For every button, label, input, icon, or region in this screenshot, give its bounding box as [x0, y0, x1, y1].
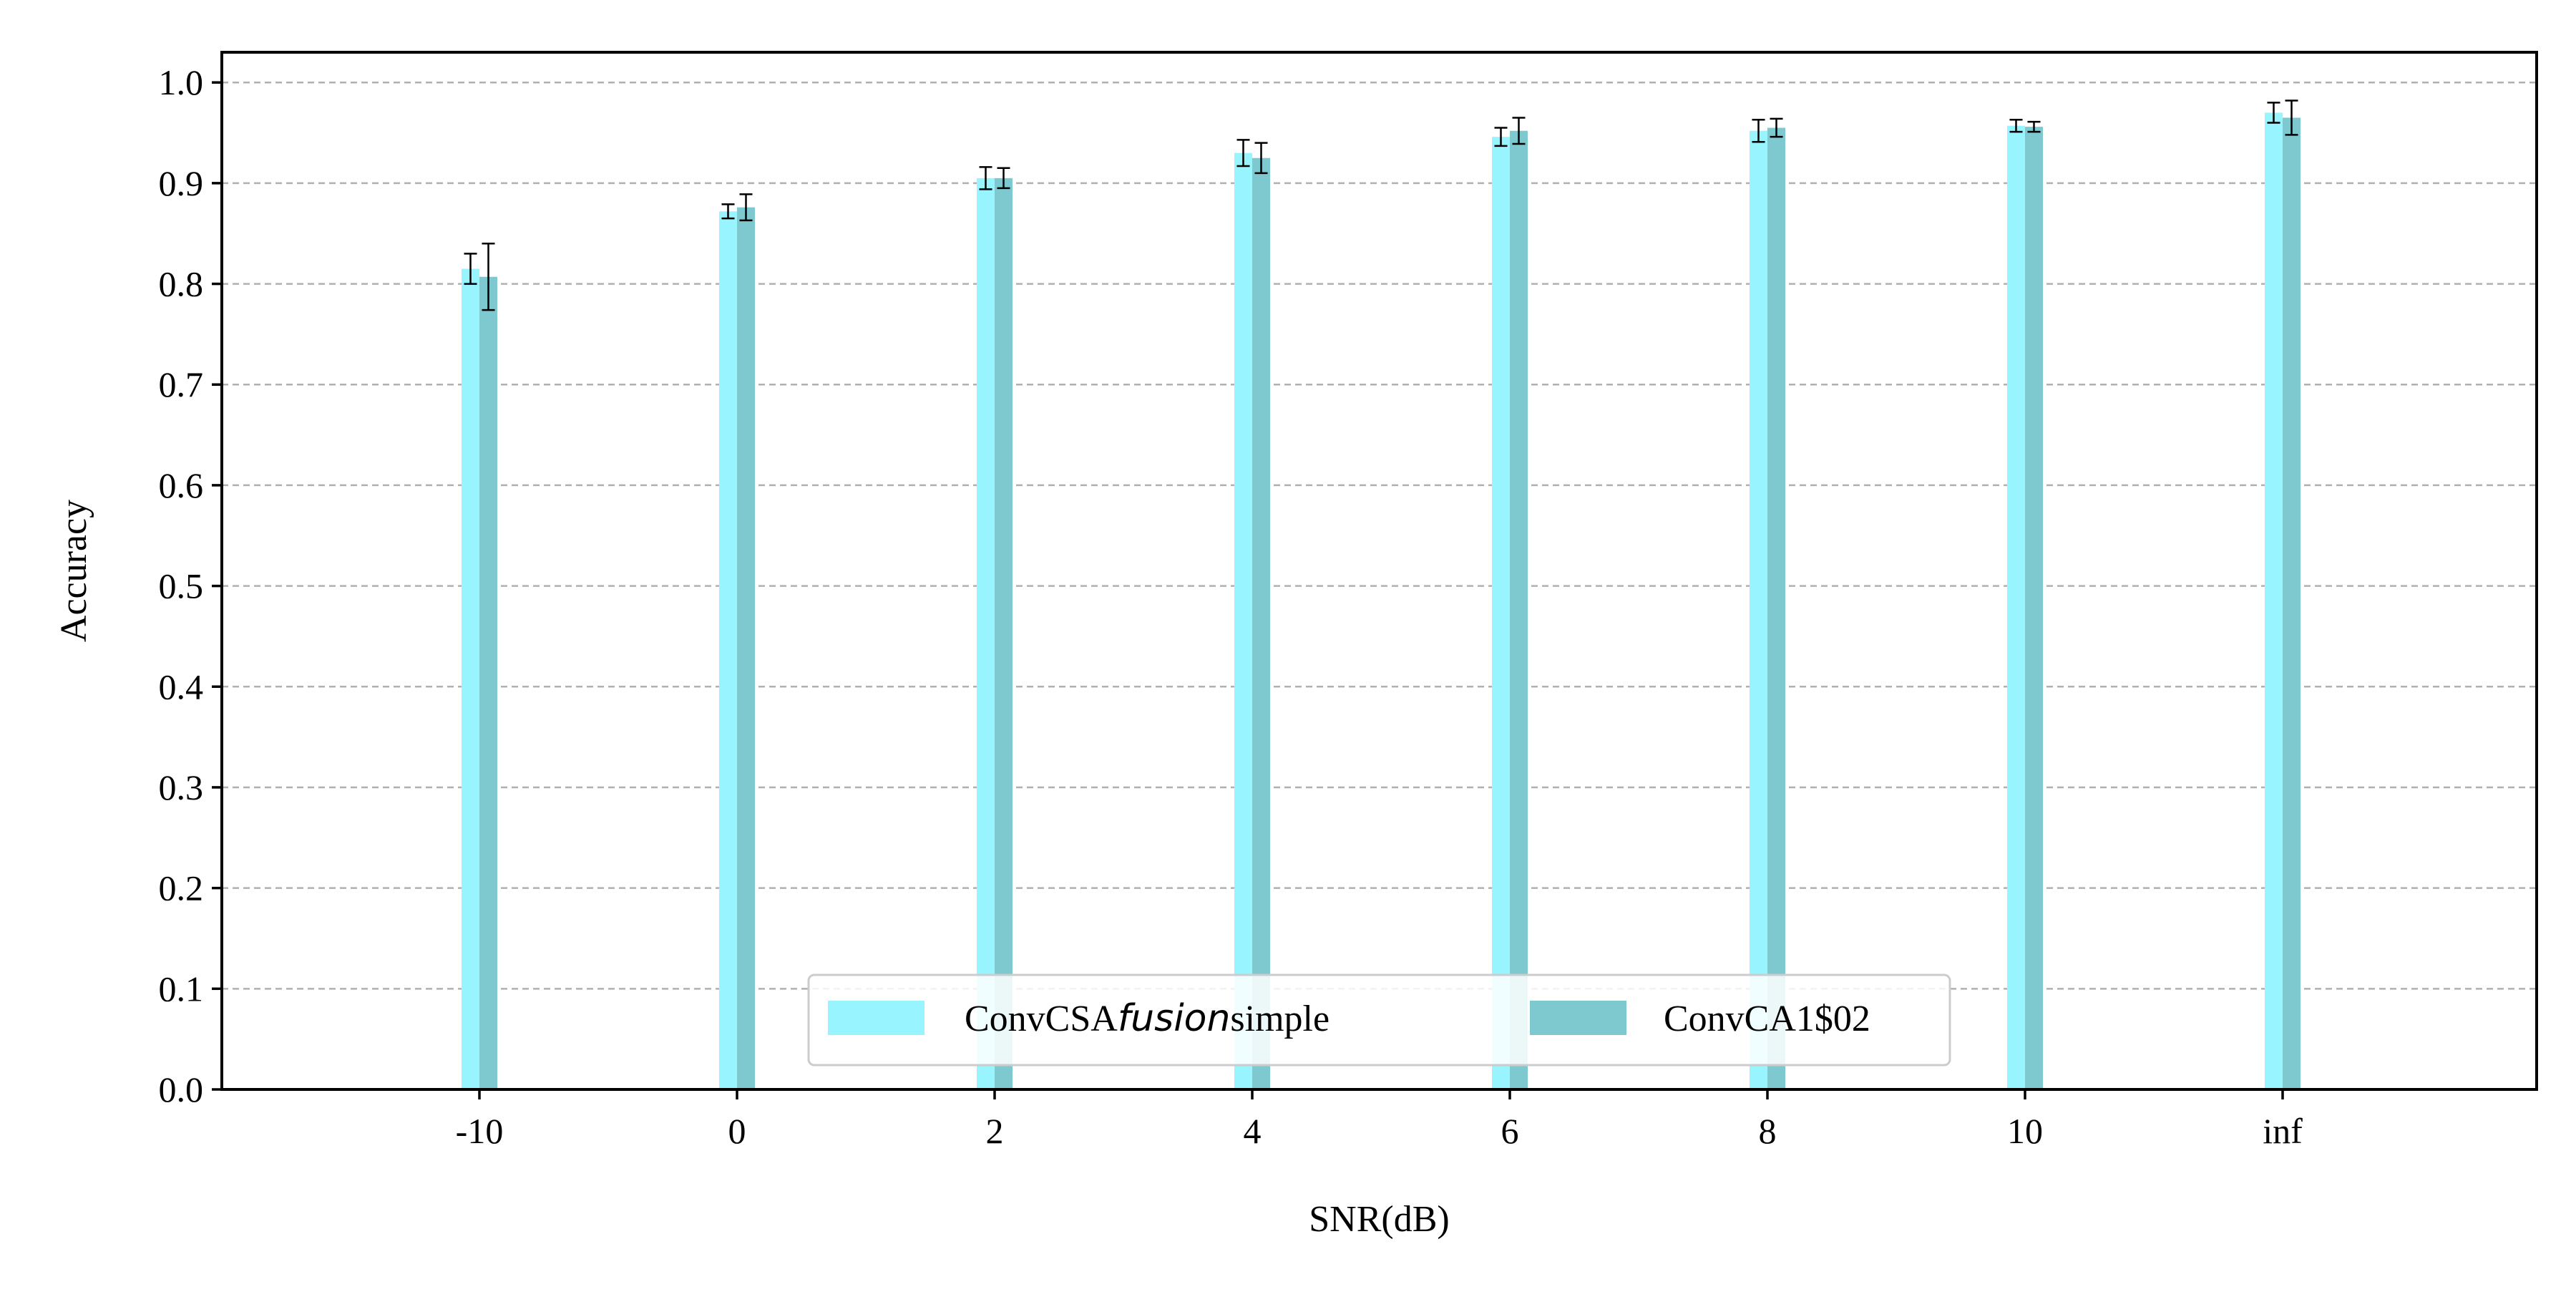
y-tick-label: 0.1 — [159, 968, 204, 1009]
bar-series-2-10 — [2025, 127, 2043, 1089]
legend-label-convcsa: ConvCSAfusionsimple — [965, 997, 1330, 1040]
plot-frame — [220, 51, 2538, 1091]
x-tick-label: 10 — [2007, 1111, 2043, 1151]
y-tick-label: 0.8 — [159, 264, 204, 304]
bar-series-1-6 — [1492, 137, 1510, 1089]
legend-box — [807, 973, 1951, 1067]
y-tick-label: 0.3 — [159, 767, 204, 807]
bar-series-2-8 — [1767, 127, 1785, 1089]
y-tick-label: 0.7 — [159, 364, 204, 404]
y-tick-label: 0.2 — [159, 868, 204, 908]
error-bars — [464, 99, 2298, 311]
legend-swatch-convca — [1530, 1001, 1626, 1035]
y-tick-label: 0.5 — [159, 566, 204, 606]
bar-series-2-0 — [737, 207, 755, 1089]
x-tick-label: 0 — [728, 1111, 746, 1151]
x-tick-label: 8 — [1759, 1111, 1777, 1151]
legend-swatch-convcsa — [828, 1001, 924, 1035]
legend-label-convcsa-part2: fusion — [1118, 997, 1231, 1040]
grid-lines — [222, 81, 2537, 990]
bar-series-1-8 — [1750, 130, 1767, 1089]
x-tick-label: 6 — [1501, 1111, 1519, 1151]
x-tick-label: 4 — [1244, 1111, 1262, 1151]
bar-series-1-10 — [2007, 125, 2025, 1089]
bar-series-1-0 — [719, 211, 737, 1089]
bar-series-2-6 — [1510, 130, 1528, 1089]
legend-label-convca: ConvCA1$02 — [1664, 999, 1870, 1039]
legend-label-convcsa-part1: ConvCSA — [965, 999, 1118, 1039]
bar-series-1--10 — [462, 268, 479, 1089]
x-axis-label: SNR(dB) — [1309, 1199, 1449, 1240]
x-axis-ticks: -10 0 2 4 6 8 10 inf — [456, 1089, 2303, 1151]
bar-series-2-4 — [1252, 157, 1270, 1089]
bar-series-2--10 — [479, 276, 497, 1089]
x-tick-label: -10 — [456, 1111, 504, 1151]
bar-series-1-4 — [1234, 152, 1252, 1090]
bar-series-2-inf — [2283, 117, 2301, 1089]
y-tick-label: 1.0 — [159, 62, 204, 102]
x-tick-label: 2 — [986, 1111, 1004, 1151]
y-tick-label: 0.0 — [159, 1069, 204, 1109]
bar-series-1-2 — [977, 178, 995, 1090]
bar-series-2-2 — [995, 178, 1013, 1090]
y-tick-label: 0.6 — [159, 465, 204, 505]
y-axis-ticks: 0.0 0.1 0.2 0.3 0.4 0.5 0.6 0.7 0.8 0.9 1.0 — [159, 62, 222, 1109]
legend: ConvCSAfusionsimple ConvCA1$02 — [807, 973, 1951, 1067]
legend-label-convcsa-part3: simple — [1230, 999, 1330, 1039]
y-axis-label: Accuracy — [54, 500, 94, 642]
x-tick-label: inf — [2263, 1111, 2303, 1151]
bar-series-1-inf — [2265, 112, 2283, 1090]
y-tick-label: 0.4 — [159, 666, 204, 706]
y-tick-label: 0.9 — [159, 163, 204, 203]
bars — [462, 112, 2301, 1090]
